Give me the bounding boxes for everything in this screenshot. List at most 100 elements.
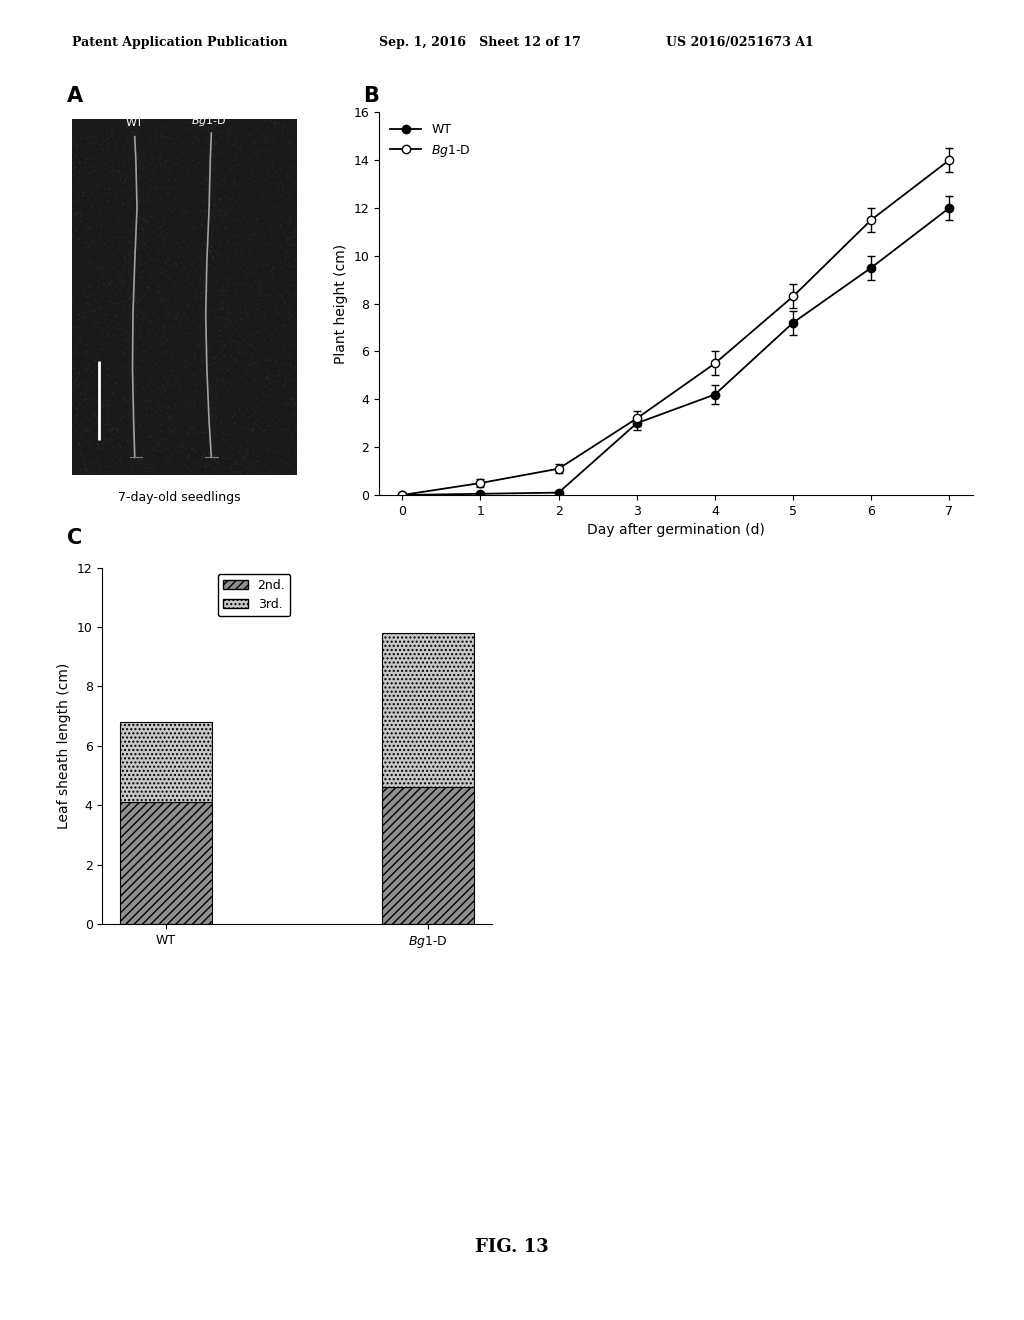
Point	[203, 166, 219, 187]
Point	[286, 239, 302, 260]
Point	[138, 281, 155, 302]
Point	[223, 117, 240, 139]
Point	[250, 450, 266, 471]
Point	[250, 383, 266, 404]
Point	[160, 128, 176, 149]
Point	[125, 203, 141, 224]
Point	[187, 343, 204, 364]
Point	[115, 273, 131, 294]
Point	[268, 227, 285, 248]
Point	[275, 315, 292, 337]
Point	[183, 437, 200, 458]
Point	[142, 319, 159, 341]
Point	[122, 376, 138, 397]
Point	[202, 194, 218, 215]
Point	[168, 296, 184, 317]
Point	[145, 207, 162, 228]
Point	[88, 108, 104, 129]
Point	[268, 395, 285, 416]
Point	[207, 459, 223, 480]
Point	[81, 202, 97, 223]
Point	[134, 223, 151, 244]
Point	[102, 326, 119, 347]
Point	[206, 133, 222, 154]
Point	[188, 383, 205, 404]
Point	[170, 127, 186, 148]
Point	[249, 450, 265, 471]
Point	[96, 383, 113, 404]
Point	[82, 218, 98, 239]
Point	[167, 450, 183, 471]
Point	[140, 392, 157, 413]
Point	[141, 379, 158, 400]
Point	[92, 327, 109, 348]
Point	[106, 160, 123, 181]
Point	[197, 207, 213, 228]
Point	[117, 259, 133, 280]
Point	[226, 330, 243, 351]
Point	[105, 383, 122, 404]
Point	[143, 177, 160, 198]
Point	[78, 128, 94, 149]
Point	[180, 334, 197, 355]
Point	[249, 267, 265, 288]
Point	[152, 149, 168, 170]
Point	[204, 136, 220, 157]
Point	[238, 120, 254, 141]
Point	[155, 429, 171, 450]
Point	[256, 128, 272, 149]
Point	[141, 280, 158, 301]
Point	[176, 176, 193, 197]
Point	[125, 220, 141, 242]
Point	[165, 176, 181, 197]
Point	[167, 253, 183, 275]
Point	[215, 319, 231, 341]
Point	[177, 111, 194, 132]
Point	[105, 275, 122, 296]
Point	[231, 288, 248, 309]
Point	[95, 174, 112, 195]
Point	[106, 193, 123, 214]
Point	[188, 123, 205, 144]
Point	[188, 381, 205, 403]
Point	[252, 197, 268, 218]
Point	[73, 203, 89, 224]
Point	[100, 378, 117, 399]
Point	[147, 156, 164, 177]
Point	[205, 218, 221, 239]
Point	[159, 338, 175, 359]
Point	[157, 342, 173, 363]
Point	[133, 432, 150, 453]
Point	[238, 180, 254, 201]
Point	[126, 285, 142, 306]
Point	[91, 381, 108, 403]
Point	[134, 131, 151, 152]
Point	[159, 306, 175, 327]
Point	[142, 310, 159, 331]
Point	[212, 121, 228, 143]
Point	[221, 404, 238, 425]
Point	[190, 152, 207, 173]
Point	[117, 137, 133, 158]
Point	[195, 389, 211, 411]
Point	[251, 152, 267, 173]
Point	[141, 249, 158, 271]
Point	[253, 352, 269, 374]
Point	[77, 458, 93, 479]
Point	[139, 288, 156, 309]
Point	[87, 259, 103, 280]
Point	[233, 321, 250, 342]
Point	[190, 128, 207, 149]
Point	[186, 140, 203, 161]
Point	[244, 334, 260, 355]
Point	[108, 248, 124, 269]
Point	[254, 186, 270, 207]
Point	[153, 116, 169, 137]
Point	[285, 383, 301, 404]
Point	[234, 111, 251, 132]
Point	[245, 265, 261, 286]
Point	[283, 257, 299, 279]
Point	[136, 451, 153, 473]
Point	[154, 173, 170, 194]
Point	[195, 345, 211, 366]
